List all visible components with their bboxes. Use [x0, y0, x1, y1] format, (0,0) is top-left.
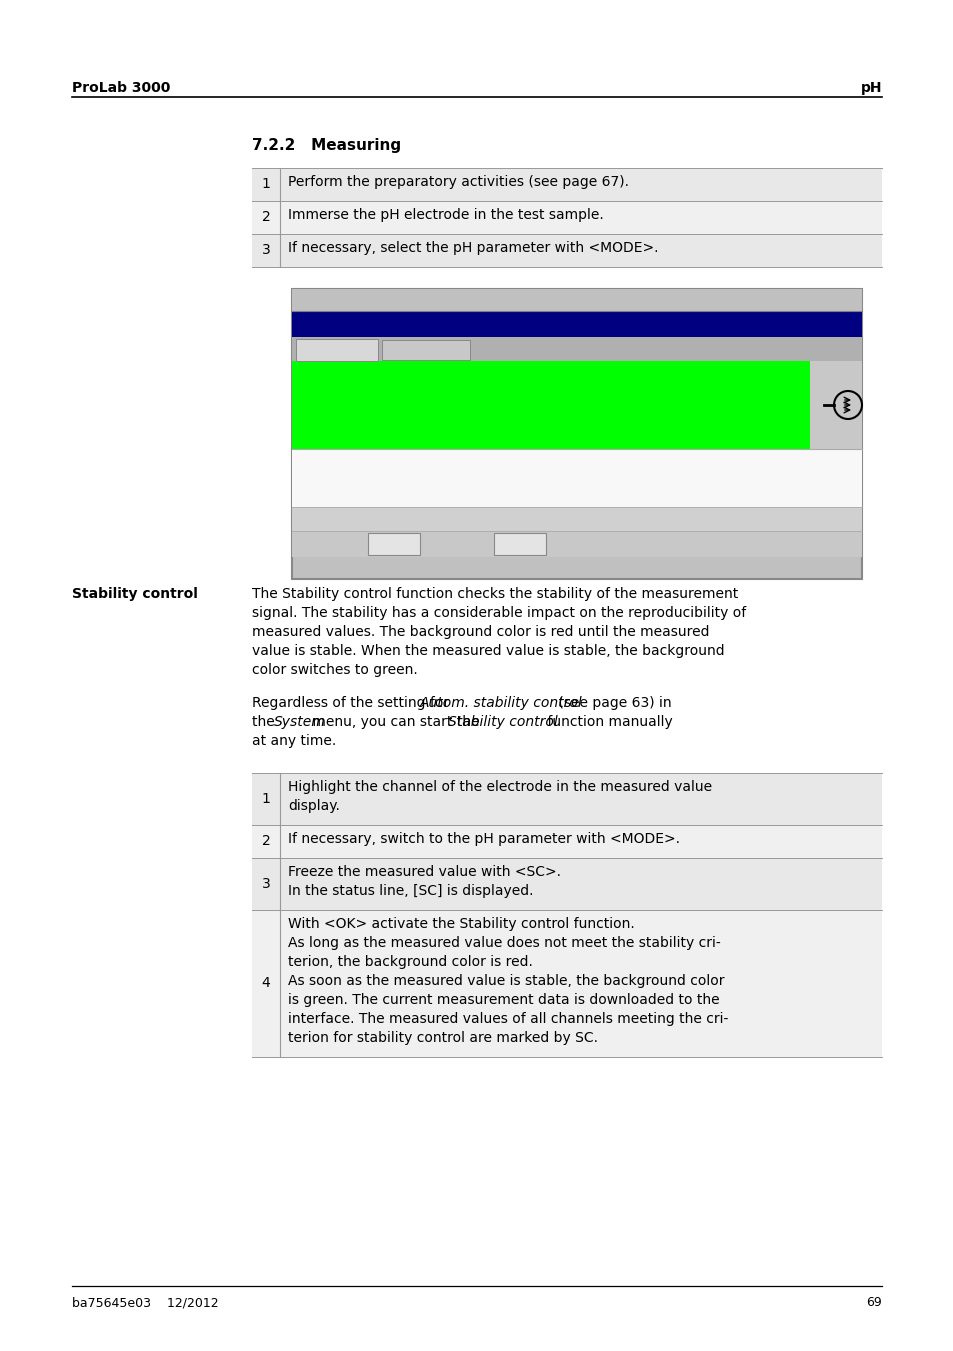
Text: Help: Help	[828, 295, 854, 305]
Text: Memory: Memory	[399, 295, 444, 305]
Text: function manually: function manually	[542, 715, 672, 730]
Text: Measuring: Measuring	[302, 343, 372, 357]
Bar	[252, 858, 882, 911]
Bar	[292, 336, 862, 361]
Text: Window: Window	[609, 295, 654, 305]
Text: signal. The stability has a considerable impact on the reproducibility of: signal. The stability has a considerable…	[252, 607, 745, 620]
Text: If necessary, switch to the pH parameter with <MODE>.: If necessary, switch to the pH parameter…	[288, 832, 679, 846]
Bar	[292, 449, 862, 507]
Bar	[252, 911, 882, 1056]
Bar	[295, 339, 377, 361]
Bar	[252, 825, 882, 858]
Text: Calibration: Calibration	[389, 343, 462, 357]
Text: If necessary, select the pH parameter with <MODE>.: If necessary, select the pH parameter wi…	[288, 240, 658, 255]
Text: 2: 2	[261, 834, 270, 848]
Text: Tab: Tab	[381, 539, 406, 551]
Text: In the status line, [SC] is displayed.: In the status line, [SC] is displayed.	[288, 884, 533, 898]
Text: 3: 3	[261, 877, 270, 892]
Text: terion, the background color is red.: terion, the background color is red.	[288, 955, 533, 969]
Bar	[292, 507, 862, 531]
Text: display.: display.	[288, 798, 339, 813]
Text: 3: 3	[261, 243, 270, 257]
Bar	[368, 534, 419, 555]
Text: color switches to green.: color switches to green.	[252, 663, 417, 677]
Text: the: the	[252, 715, 279, 730]
Bar	[252, 168, 882, 201]
Text: 4: 4	[261, 975, 270, 990]
Text: File: File	[307, 295, 326, 305]
Text: With <OK> activate the Stability control function.: With <OK> activate the Stability control…	[288, 917, 634, 931]
Text: ProLab 3000: ProLab 3000	[71, 81, 171, 95]
Bar	[809, 361, 862, 449]
Text: pH: pH	[860, 81, 882, 95]
Text: 1: 1	[261, 792, 270, 807]
Text: System: System	[506, 295, 547, 305]
Text: pH: pH	[306, 400, 334, 417]
Bar	[292, 361, 809, 449]
Text: Perform the preparatory activities (see page 67).: Perform the preparatory activities (see …	[288, 176, 628, 189]
Text: is green. The current measurement data is downloaded to the: is green. The current measurement data i…	[288, 993, 719, 1006]
Text: 6.077: 6.077	[483, 378, 659, 432]
Text: Highlight the channel of the electrode in the measured value: Highlight the channel of the electrode i…	[288, 780, 711, 794]
Text: System: System	[274, 715, 326, 730]
Bar	[252, 234, 882, 267]
Text: value is stable. When the measured value is stable, the background: value is stable. When the measured value…	[252, 644, 724, 658]
Text: Menu: Menu	[500, 539, 538, 551]
Text: Immerse the pH electrode in the test sample.: Immerse the pH electrode in the test sam…	[288, 208, 603, 222]
Text: Freeze the measured value with <SC>.: Freeze the measured value with <SC>.	[288, 865, 560, 880]
Text: The Stability control function checks the stability of the measurement: The Stability control function checks th…	[252, 586, 738, 601]
Text: pH1: pH1	[299, 316, 334, 331]
Text: terion for stability control are marked by SC.: terion for stability control are marked …	[288, 1031, 598, 1046]
Text: measured values. The background color is red until the measured: measured values. The background color is…	[252, 626, 709, 639]
Bar	[292, 311, 862, 336]
Text: As soon as the measured value is stable, the background color: As soon as the measured value is stable,…	[288, 974, 723, 988]
Text: menu, you can start the: menu, you can start the	[308, 715, 483, 730]
Text: 1: 1	[261, 177, 270, 190]
Text: Regardless of the setting for: Regardless of the setting for	[252, 696, 453, 711]
Bar	[381, 340, 470, 359]
Text: Stability control: Stability control	[71, 586, 197, 601]
Text: Autom. stability control: Autom. stability control	[419, 696, 582, 711]
Text: User: User	[723, 295, 749, 305]
Text: 24.8 °C: 24.8 °C	[463, 462, 598, 494]
Text: Stability control: Stability control	[448, 715, 558, 730]
Text: (see page 63) in: (see page 63) in	[554, 696, 671, 711]
Bar	[252, 201, 882, 234]
Text: ba75645e03    12/2012: ba75645e03 12/2012	[71, 1296, 218, 1309]
Text: 7.2.2   Measuring: 7.2.2 Measuring	[252, 138, 400, 153]
Bar	[252, 773, 882, 825]
Bar	[292, 289, 862, 580]
Text: TP: TP	[737, 469, 758, 486]
Bar	[494, 534, 545, 555]
Text: 5/25/2007  4:54:48 PM: 5/25/2007 4:54:48 PM	[744, 513, 855, 524]
Bar	[292, 289, 862, 311]
Text: at any time.: at any time.	[252, 734, 335, 748]
Bar	[292, 531, 862, 557]
Text: interface. The measured values of all channels meeting the cri-: interface. The measured values of all ch…	[288, 1012, 727, 1025]
Text: 2: 2	[261, 209, 270, 224]
Text: 69: 69	[865, 1296, 882, 1309]
Text: As long as the measured value does not meet the stability cri-: As long as the measured value does not m…	[288, 936, 720, 950]
